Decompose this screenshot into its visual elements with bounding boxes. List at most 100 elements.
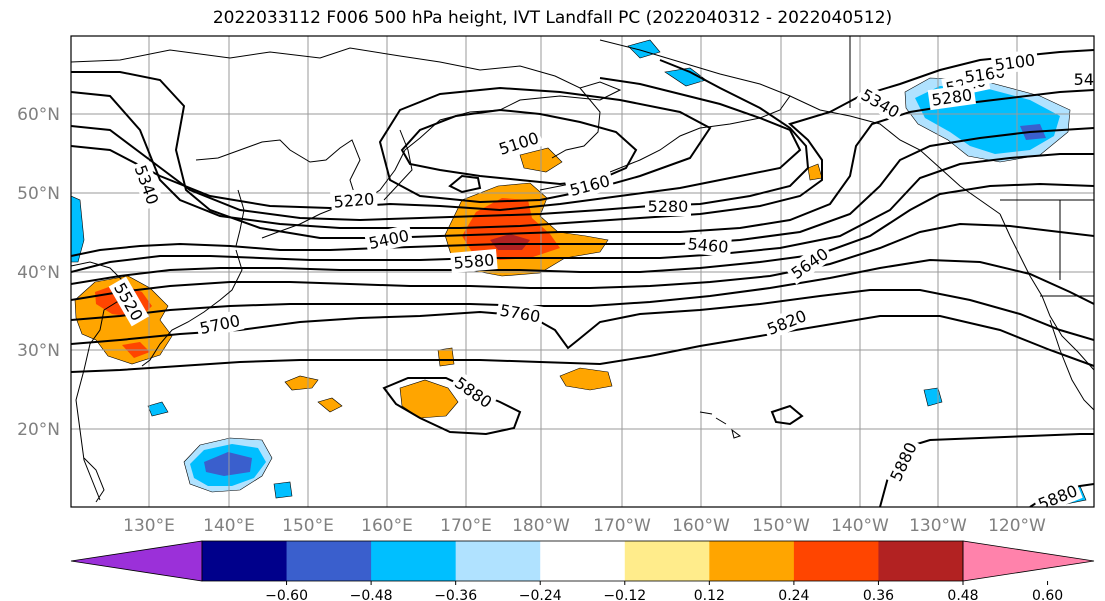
shade-blue-small-3	[273, 481, 293, 499]
colorbar-swatch	[286, 541, 372, 581]
colorbar-tick-label: 0.24	[778, 588, 809, 601]
contour-5580	[71, 182, 1094, 285]
colorbar-tick-label: 0.36	[863, 588, 894, 601]
colorbar-extend-high	[962, 540, 1095, 582]
contour-label-halo	[684, 233, 732, 257]
lon-tick-label: 150°E	[282, 516, 334, 536]
contour-label-halo	[884, 436, 922, 487]
lat-tick-label: 20°N	[17, 420, 60, 440]
colorbar-swatch	[793, 541, 879, 581]
coastlines	[71, 36, 1094, 503]
contour-label-halo	[108, 276, 150, 327]
colorbar-tick-label: −0.60	[265, 588, 308, 601]
colorbar-swatch	[455, 541, 541, 581]
colorbar-extend-low	[70, 540, 203, 582]
shade-blue-small-1	[147, 401, 169, 417]
contour-label-halo	[784, 241, 835, 285]
contour-low-inner	[448, 174, 482, 194]
shade-blue-west	[71, 195, 85, 263]
colorbar-frame	[201, 540, 964, 582]
colorbar: −0.60 −0.48 −0.36 −0.24 −0.12 0.12 0.24 0.36 0.4…	[70, 540, 1095, 601]
colorbar-swatch	[878, 541, 964, 581]
lon-axis-labels: 130°E 140°E 150°E 160°E 170°E 180°W 170°W 160°W…	[123, 516, 1046, 536]
contour-label-text: 5580	[453, 250, 495, 272]
contour-label-halo	[855, 82, 906, 124]
contour-5880-b	[770, 404, 804, 426]
lon-tick-label: 130°E	[123, 516, 175, 536]
shade-orange-subtrop-3	[317, 397, 343, 413]
lon-tick-label: 170°W	[593, 516, 651, 536]
contour-label-halo	[495, 299, 545, 327]
colorbar-tick-label: −0.24	[519, 588, 562, 601]
contour-label-text: 5220	[333, 189, 375, 211]
contour-label-halo	[330, 188, 378, 212]
lat-tick-label: 50°N	[17, 184, 60, 204]
shade-royal-trop	[204, 452, 252, 476]
lon-tick-label: 160°W	[672, 516, 730, 536]
contour-label-halo	[364, 224, 414, 254]
colorbar-swatch	[540, 541, 626, 581]
lon-tick-label: 140°W	[831, 516, 889, 536]
lon-tick-label: 130°W	[909, 516, 967, 536]
contour-label: 5460	[1071, 69, 1105, 89]
contour-5400	[71, 71, 1094, 239]
coast-baja	[1049, 319, 1094, 411]
coast-korea-china	[71, 261, 125, 501]
shade-darkred-npac	[490, 234, 530, 250]
contour-5340	[71, 49, 1094, 229]
coast-philippines	[83, 457, 105, 503]
shade-orange-subtrop-1	[399, 379, 459, 419]
contour-5880-a	[382, 377, 522, 436]
shade-orange-subtrop-4	[559, 367, 613, 391]
shade-orange-subtrop-2	[284, 375, 319, 391]
lon-tick-label: 180°W	[512, 516, 570, 536]
contour-label-halo	[761, 304, 812, 340]
contour-5640	[71, 222, 1094, 301]
colorbar-tick-label: −0.48	[350, 588, 393, 601]
contour-label: 5580	[450, 249, 498, 273]
contour-5100	[400, 108, 638, 186]
contour-5220	[71, 77, 802, 212]
contour-label: 5220	[330, 188, 378, 212]
colorbar-tick-label: 0.48	[947, 588, 978, 601]
colorbar-swatch	[371, 541, 457, 581]
contour-label: 5460	[684, 233, 732, 257]
colorbar-swatch	[709, 541, 795, 581]
height-contours	[71, 49, 1094, 507]
contour-label-halo	[1032, 479, 1083, 507]
boundary-lines	[849, 36, 1094, 297]
coast-sakhalin	[235, 189, 245, 247]
lon-tick-label: 140°E	[203, 516, 255, 536]
contour-label-text: 5280	[648, 197, 689, 216]
contour-label-halo	[1071, 69, 1094, 89]
coast-japan	[141, 249, 243, 367]
contour-5700	[71, 258, 1094, 321]
figure-title: 2022033112 F006 500 hPa height, IVT Land…	[212, 8, 893, 28]
lat-tick-label: 40°N	[17, 263, 60, 283]
coast-chukotka	[551, 87, 601, 159]
contour-5760	[71, 289, 1094, 350]
contour-label-halo	[450, 249, 498, 273]
contour-label-halo	[645, 196, 691, 216]
colorbar-swatch	[202, 541, 288, 581]
lat-axis-labels: 60°N 50°N 40°N 30°N 20°N	[17, 105, 60, 440]
contour-label-halo	[448, 370, 499, 414]
lon-tick-label: 120°W	[988, 516, 1046, 536]
colorbar-tick-label: 0.12	[694, 588, 725, 601]
contour-5520	[71, 153, 1094, 273]
contour-label-halo	[927, 83, 977, 111]
contour-5160	[378, 86, 712, 204]
lat-tick-label: 60°N	[17, 105, 60, 125]
lon-tick-label: 150°W	[752, 516, 810, 536]
coast-gulf-alaska	[789, 95, 1001, 215]
coast-hawaii	[699, 411, 742, 439]
colorbar-tick-label: 0.60	[1032, 588, 1063, 601]
contour-label-text: 5460	[1074, 70, 1105, 89]
contour-label-halo	[493, 126, 544, 160]
contour-label-halo	[195, 309, 245, 339]
contour-label-halo	[129, 159, 165, 210]
map-frame	[70, 35, 1095, 508]
lon-tick-label: 170°E	[440, 516, 492, 536]
coast-kamchatka	[383, 129, 413, 201]
